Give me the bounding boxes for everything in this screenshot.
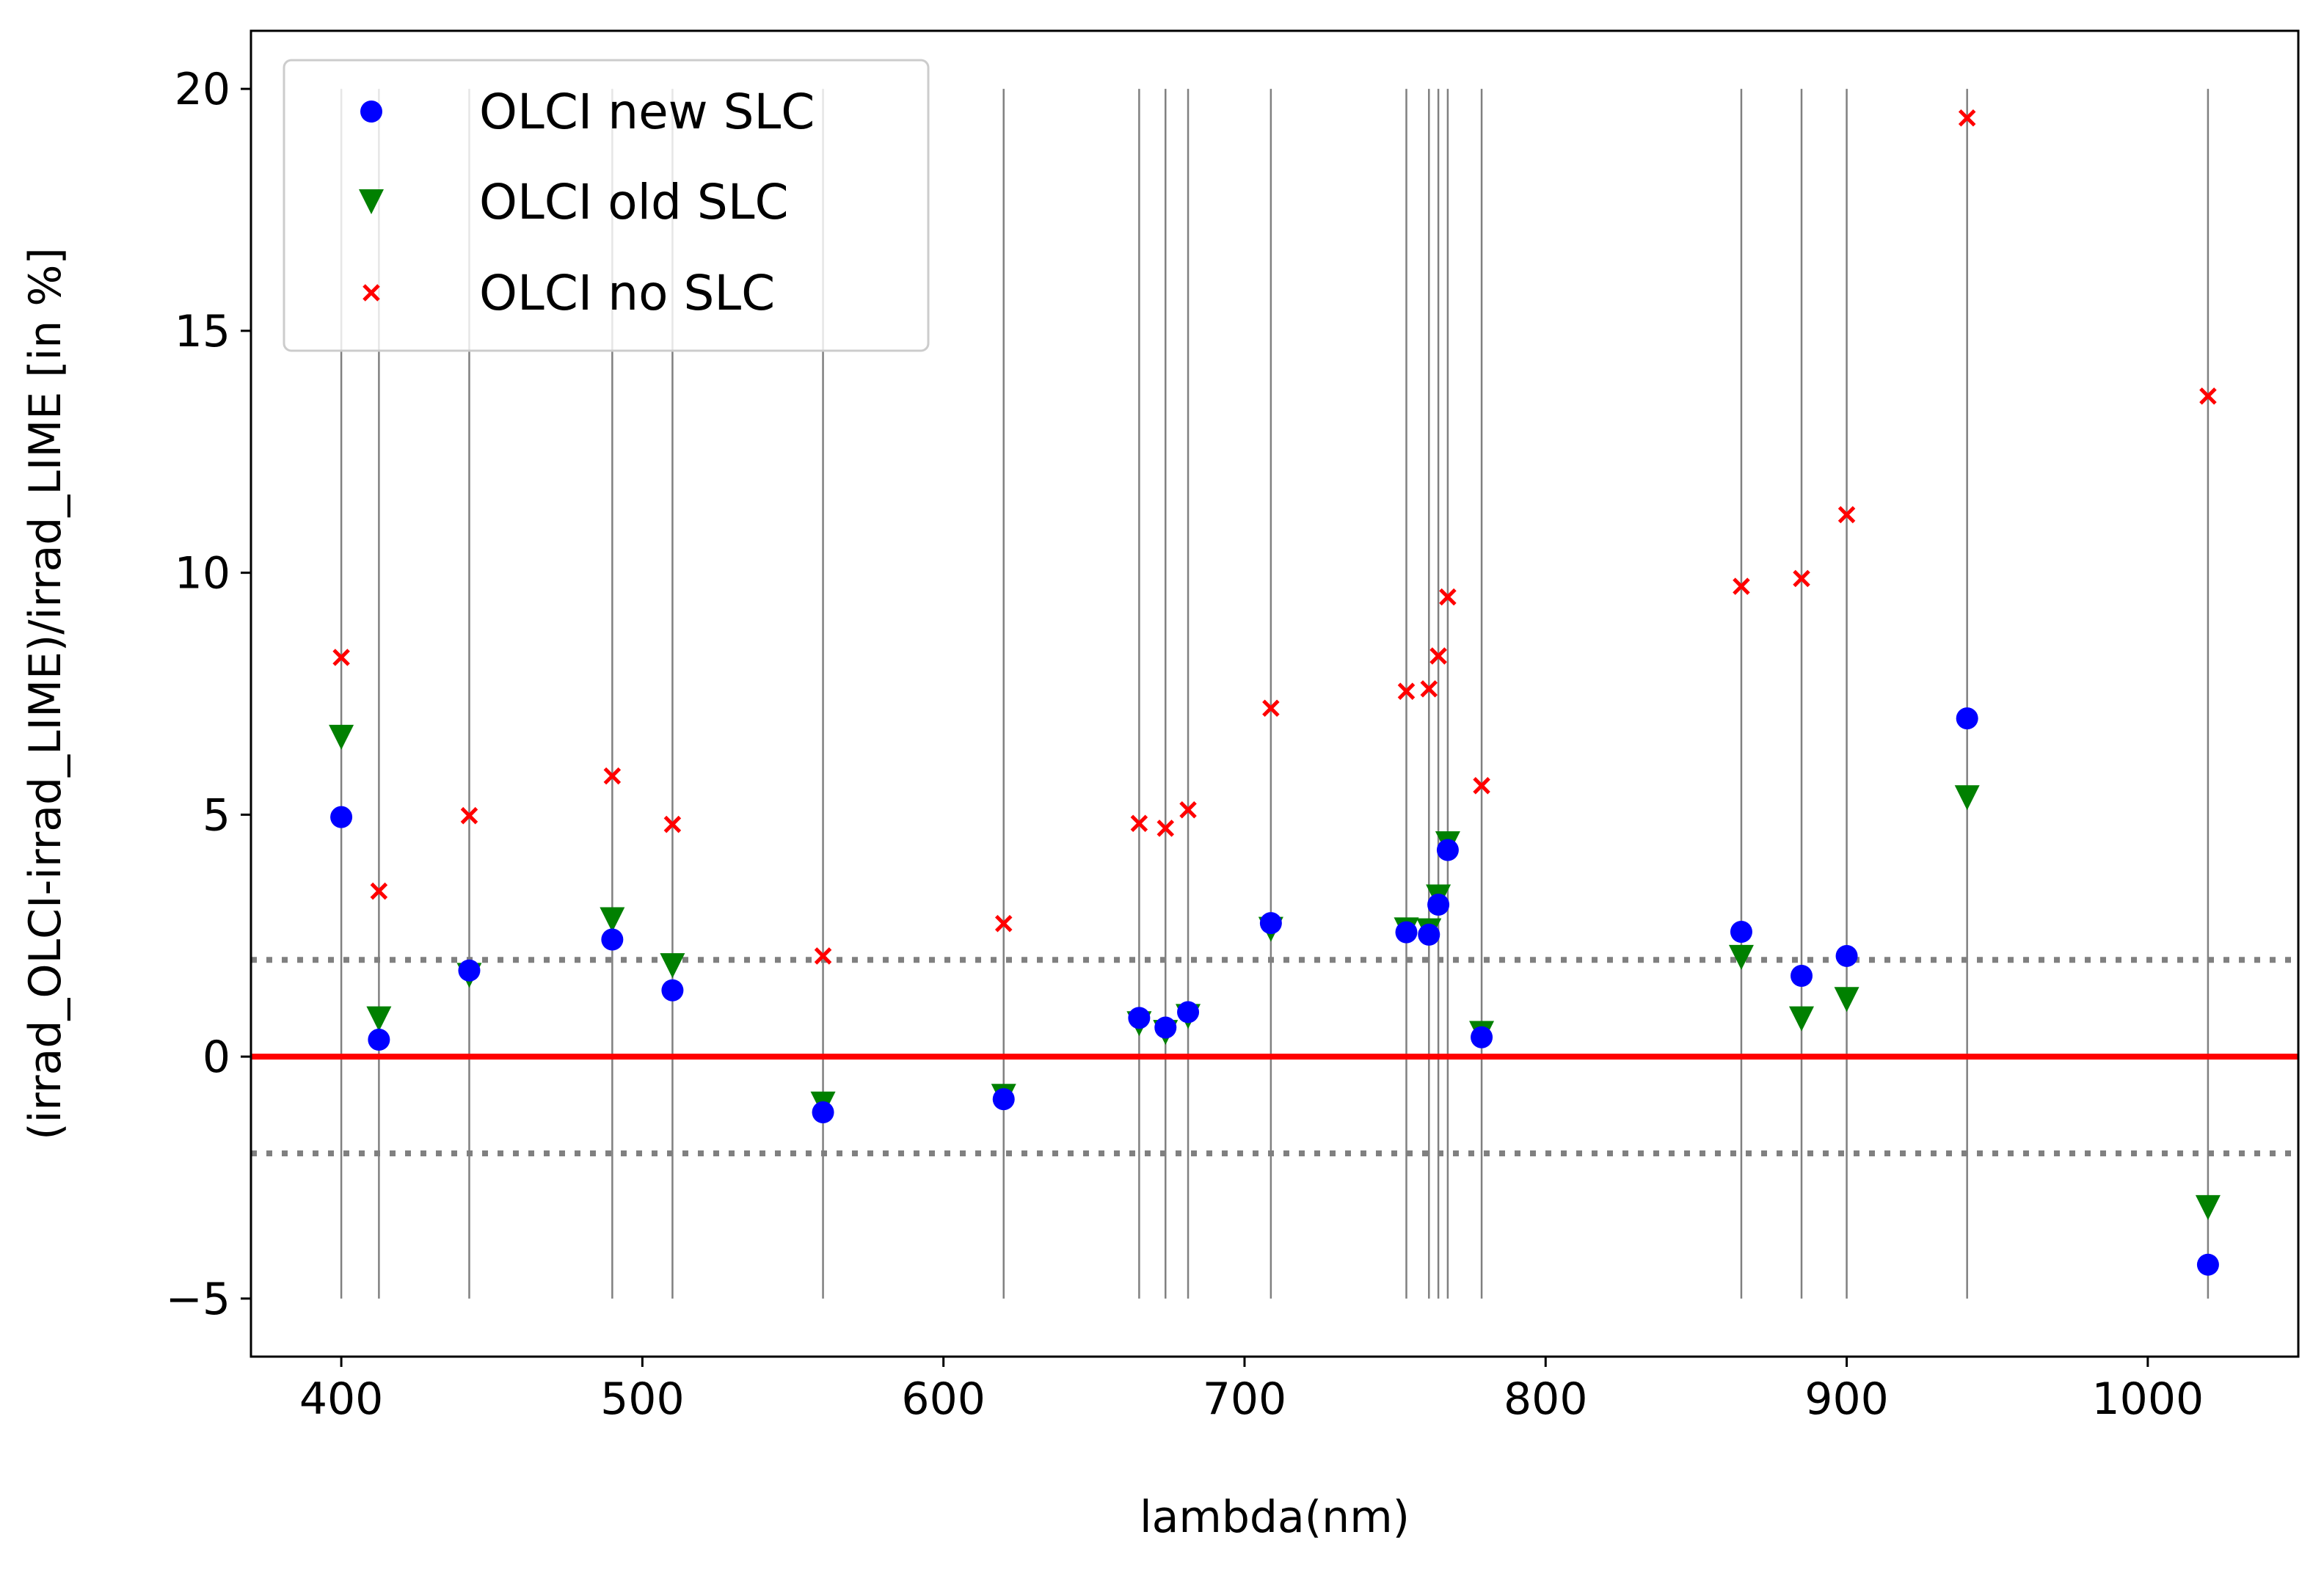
data-point [1471,1026,1493,1048]
legend-label: OLCI new SLC [479,84,815,140]
data-point [661,979,684,1002]
y-tick-label: −5 [166,1274,230,1325]
data-point [1789,1006,1815,1032]
legend-box [283,59,930,352]
legend-marker [359,189,384,214]
series-olci-no-slc [332,109,2217,965]
data-point [601,928,624,951]
data-point [1954,785,1980,811]
legend-marker [363,284,380,302]
data-point [1837,506,1856,524]
data-point [460,806,478,825]
data-point [1262,699,1280,718]
y-tick-label: 5 [203,789,230,841]
data-point [1418,923,1440,946]
legend-label: OLCI old SLC [479,174,789,230]
legend-label: OLCI no SLC [479,265,775,321]
data-point [1473,777,1490,795]
data-point [1835,944,1858,967]
data-point [1156,820,1175,837]
x-tick-label: 900 [1804,1373,1889,1425]
x-axis-ticks: 400 500 600 700 800 900 1000 [299,1357,2204,1425]
data-point [1439,588,1457,606]
x-tick-label: 400 [299,1373,384,1425]
data-point [1177,1001,1200,1024]
data-point [994,914,1013,933]
data-point [370,882,388,900]
data-point [366,1006,392,1032]
reference-lines [251,957,2298,1157]
y-tick-label: 10 [175,548,230,599]
x-tick-label: 1000 [2092,1373,2204,1425]
data-point [1956,707,1978,730]
data-point [812,1101,834,1123]
x-axis-title: lambda(nm) [1140,1492,1410,1543]
data-point [332,649,350,666]
data-point [1791,964,1813,987]
y-tick-label: 20 [175,64,230,115]
data-point [2195,1194,2221,1220]
plot-frame [249,29,2300,1358]
data-point [1436,839,1459,861]
data-point [1397,682,1416,700]
data-point [1395,921,1418,944]
x-tick-label: 600 [901,1373,986,1425]
data-point [1733,577,1750,595]
data-point [1728,944,1754,970]
data-point [660,953,685,979]
y-axis-ticks: −5 0 5 10 15 20 [166,64,251,1325]
legend-item: OLCI old SLC [359,174,789,230]
data-point [814,947,832,965]
data-point [2196,1253,2219,1276]
data-point [458,959,481,982]
data-point [1128,1007,1151,1029]
y-tick-label: 15 [175,306,230,357]
data-point [992,1088,1015,1111]
data-point [330,806,353,828]
data-markers [329,109,2221,1276]
data-point [1130,814,1148,833]
data-point [1420,680,1438,698]
data-point [1429,647,1447,665]
y-axis-title: (irrad_OLCI-irrad_LIME)/irrad_LIME [in %… [20,247,71,1140]
data-point [2199,387,2217,405]
legend-marker [360,101,382,123]
data-point [1179,801,1197,819]
legend: OLCI new SLC OLCI old SLC OLCI no SLC [283,59,930,352]
data-point [1958,109,1976,127]
legend-item: OLCI new SLC [360,84,815,140]
x-tick-label: 700 [1203,1373,1287,1425]
x-tick-label: 500 [600,1373,685,1425]
data-point [1154,1016,1177,1039]
data-point [1730,920,1752,943]
x-tick-label: 800 [1504,1373,1588,1425]
data-point [1259,912,1282,935]
data-point [1834,987,1859,1013]
data-point [329,724,354,750]
data-point [368,1029,390,1051]
data-point [1427,894,1450,916]
y-tick-label: 0 [203,1032,230,1083]
data-point [663,815,682,833]
data-point [600,907,625,933]
data-point [603,767,622,785]
legend-item: OLCI no SLC [363,265,775,321]
series-olci-new-slc [330,707,2219,1276]
data-point [1793,569,1810,588]
